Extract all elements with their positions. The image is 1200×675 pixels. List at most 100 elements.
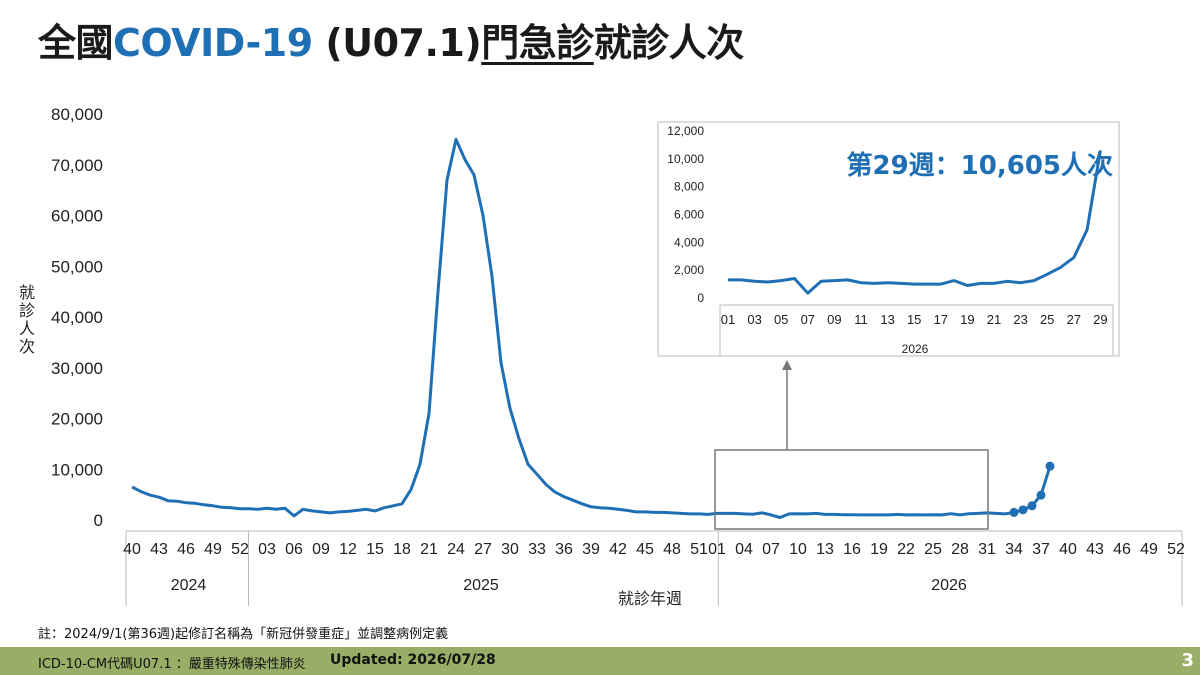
- zoom-arrow-head: [782, 360, 792, 370]
- title-visit-type: 門急診: [481, 21, 594, 65]
- main-year-label: 2024: [171, 577, 207, 594]
- inset-x-axis-ticks: 01 03 05 07 09 11 13 15 17 19 21 23 25 27 29: [721, 312, 1108, 327]
- main-y-axis-label-char: 就: [19, 284, 35, 302]
- main-y-axis-label-char: 診: [19, 302, 35, 320]
- main-x-tick-label: 40: [123, 541, 141, 558]
- main-y-tick-label: 40,000: [51, 308, 103, 327]
- title-part-1: 全國: [38, 21, 114, 65]
- inset-x-tick-label: 07: [801, 312, 815, 327]
- main-data-point: [1009, 507, 1019, 517]
- main-y-tick-label: 10,000: [51, 460, 103, 479]
- main-x-tick-label: 15: [366, 541, 384, 558]
- main-x-tick-label: 43: [1086, 541, 1104, 558]
- inset-x-tick-label: 19: [960, 312, 974, 327]
- main-x-tick-label: 01: [708, 541, 726, 558]
- main-x-axis: [125, 530, 1183, 606]
- main-data-point: [1018, 505, 1028, 515]
- main-x-tick-label: 18: [393, 541, 411, 558]
- inset-y-tick-label: 6,000: [674, 208, 704, 222]
- inset-x-tick-label: 27: [1067, 312, 1081, 327]
- main-x-tick-label: 45: [636, 541, 654, 558]
- main-y-tick-label: 20,000: [51, 410, 103, 429]
- main-year-label: 2025: [463, 577, 499, 594]
- title-covid: COVID-19: [113, 21, 313, 65]
- main-x-tick-label: 51: [690, 541, 708, 558]
- main-x-tick-label: 10: [789, 541, 807, 558]
- inset-x-tick-label: 15: [907, 312, 921, 327]
- main-x-tick-label: 21: [420, 541, 438, 558]
- inset-x-tick-label: 05: [774, 312, 788, 327]
- inset-year-label: 2026: [902, 342, 929, 356]
- main-x-tick-label: 31: [978, 541, 996, 558]
- main-x-tick-label: 49: [204, 541, 222, 558]
- main-x-tick-label: 09: [312, 541, 330, 558]
- inset-series-line: [728, 150, 1102, 295]
- main-series-line: [131, 137, 1052, 519]
- main-x-tick-label: 40: [1059, 541, 1077, 558]
- main-x-tick-label: 27: [474, 541, 492, 558]
- main-y-axis-label-char: 人: [19, 320, 35, 338]
- page-title: 全國COVID-19 (U07.1)門急診就診人次: [38, 12, 744, 67]
- inset-x-tick-label: 13: [880, 312, 894, 327]
- main-y-tick-label: 50,000: [51, 257, 103, 276]
- main-x-tick-label: 48: [663, 541, 681, 558]
- inset-y-tick-label: 2,000: [674, 263, 704, 277]
- inset-y-tick-label: 4,000: [674, 235, 704, 249]
- main-x-tick-label: 36: [555, 541, 573, 558]
- main-year-labels: 2024 2025 2026: [171, 577, 967, 594]
- main-x-axis-ticks: 40 43 46 49 52 03 06 09 12 15 18 21 24 27 30 33 36 39 42 45…: [123, 541, 1185, 558]
- main-y-axis-ticks: 0 10,000 20,000 30,000 40,000 50,000 60,000 70,…: [51, 105, 103, 530]
- inset-y-tick-label: 10,000: [667, 152, 704, 166]
- zoom-highlight-box: [714, 449, 989, 530]
- footnote: 註：2024/9/1(第36週)起修訂名稱為「新冠併發重症」並調整病例定義: [38, 627, 449, 642]
- main-x-tick-label: 19: [870, 541, 888, 558]
- page-number: 3: [1181, 650, 1194, 671]
- main-x-tick-label: 04: [735, 541, 753, 558]
- main-x-tick-label: 43: [150, 541, 168, 558]
- main-x-tick-label: 30: [501, 541, 519, 558]
- covid-chart: 0 10,000 20,000 30,000 40,000 50,000 60,000 70,…: [19, 105, 1185, 608]
- main-x-tick-label: 25: [924, 541, 942, 558]
- title-code: (U07.1): [312, 21, 482, 65]
- main-x-tick-label: 16: [843, 541, 861, 558]
- main-x-tick-label: 46: [177, 541, 195, 558]
- main-y-axis-label: 就診人次: [19, 284, 35, 356]
- inset-x-tick-label: 29: [1093, 312, 1107, 327]
- main-x-tick-label: 42: [609, 541, 627, 558]
- main-x-tick-label: 06: [285, 541, 303, 558]
- main-y-tick-label: 30,000: [51, 359, 103, 378]
- inset-x-tick-label: 01: [721, 312, 735, 327]
- main-x-tick-label: 52: [1167, 541, 1185, 558]
- main-x-tick-label: 07: [762, 541, 780, 558]
- main-x-tick-label: 49: [1140, 541, 1158, 558]
- inset-x-tick-label: 21: [987, 312, 1001, 327]
- main-y-tick-label: 60,000: [51, 207, 103, 226]
- main-data-point: [1036, 490, 1046, 500]
- inset-y-axis-ticks: 0 2,000 4,000 6,000 8,000 10,000 12,000: [667, 124, 704, 305]
- main-x-tick-label: 12: [339, 541, 357, 558]
- main-x-tick-label: 46: [1113, 541, 1131, 558]
- inset-x-tick-label: 11: [854, 312, 868, 327]
- main-y-tick-label: 70,000: [51, 156, 103, 175]
- inset-annotation: 第29週：10,605人次: [846, 150, 1113, 181]
- main-x-axis-label: 就診年週: [618, 590, 682, 608]
- main-x-tick-label: 22: [897, 541, 915, 558]
- inset-x-tick-label: 09: [827, 312, 841, 327]
- inset-x-tick-label: 03: [747, 312, 761, 327]
- title-part-5: 就診人次: [593, 21, 745, 65]
- main-year-label: 2026: [931, 577, 967, 594]
- footer-icd-code: ICD-10-CM代碼U07.1 ：嚴重特殊傳染性肺炎: [38, 657, 306, 672]
- inset-y-tick-label: 0: [697, 291, 704, 305]
- inset-x-tick-label: 25: [1040, 312, 1054, 327]
- main-x-tick-label: 28: [951, 541, 969, 558]
- main-y-axis-label-char: 次: [19, 338, 35, 356]
- main-x-tick-label: 13: [816, 541, 834, 558]
- main-series-markers: [1009, 461, 1055, 517]
- main-data-point: [1045, 461, 1055, 471]
- inset-y-tick-label: 12,000: [667, 124, 704, 138]
- inset-x-tick-label: 17: [934, 312, 948, 327]
- main-y-tick-label: 80,000: [51, 105, 103, 124]
- main-x-tick-label: 39: [582, 541, 600, 558]
- main-x-tick-label: 03: [258, 541, 276, 558]
- main-x-tick-label: 24: [447, 541, 465, 558]
